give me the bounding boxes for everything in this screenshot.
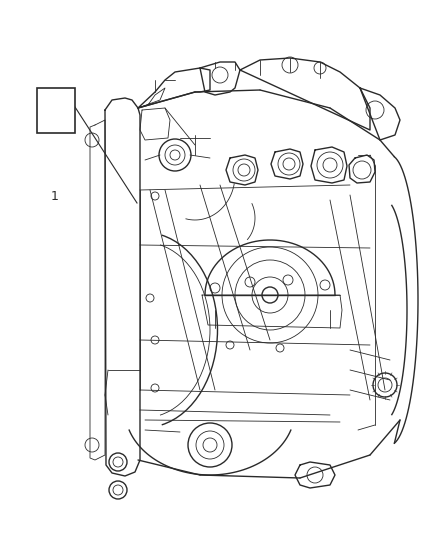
Text: 1: 1 [51,190,59,203]
Bar [37,88,75,133]
